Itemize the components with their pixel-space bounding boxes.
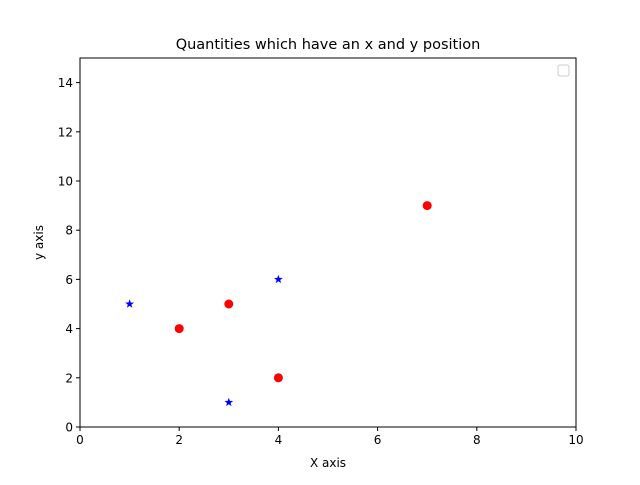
legend-box[interactable] <box>557 64 570 77</box>
y-tick-label: 12 <box>58 125 73 139</box>
y-tick-label: 4 <box>65 322 73 336</box>
data-points <box>125 201 432 407</box>
y-axis: 0 2 4 6 8 10 12 14 <box>58 76 80 435</box>
data-point-star <box>125 299 134 308</box>
x-tick-label: 4 <box>275 433 283 447</box>
data-point-circle <box>273 373 283 383</box>
y-tick-label: 10 <box>58 175 73 189</box>
x-tick-label: 0 <box>76 433 84 447</box>
x-tick-label: 2 <box>175 433 183 447</box>
data-point-star <box>224 397 234 407</box>
x-axis: 0 2 4 6 8 10 <box>76 427 584 447</box>
x-tick-label: 8 <box>473 433 481 447</box>
data-point-star <box>274 274 283 284</box>
y-tick-label: 14 <box>58 76 73 90</box>
y-axis-label: y axis <box>32 225 46 260</box>
x-axis-label: X axis <box>310 456 346 470</box>
x-tick-label: 10 <box>568 433 583 447</box>
x-tick-label: 6 <box>374 433 382 447</box>
y-tick-label: 8 <box>65 224 73 238</box>
data-point-circle <box>174 324 184 334</box>
y-tick-label: 2 <box>65 371 73 385</box>
data-point-circle <box>224 299 234 309</box>
data-point-circle <box>422 201 432 211</box>
plot-area <box>79 57 577 428</box>
chart-title: Quantities which have an x and y positio… <box>176 37 481 53</box>
y-tick-label: 0 <box>65 421 73 435</box>
y-tick-label: 6 <box>65 273 73 287</box>
